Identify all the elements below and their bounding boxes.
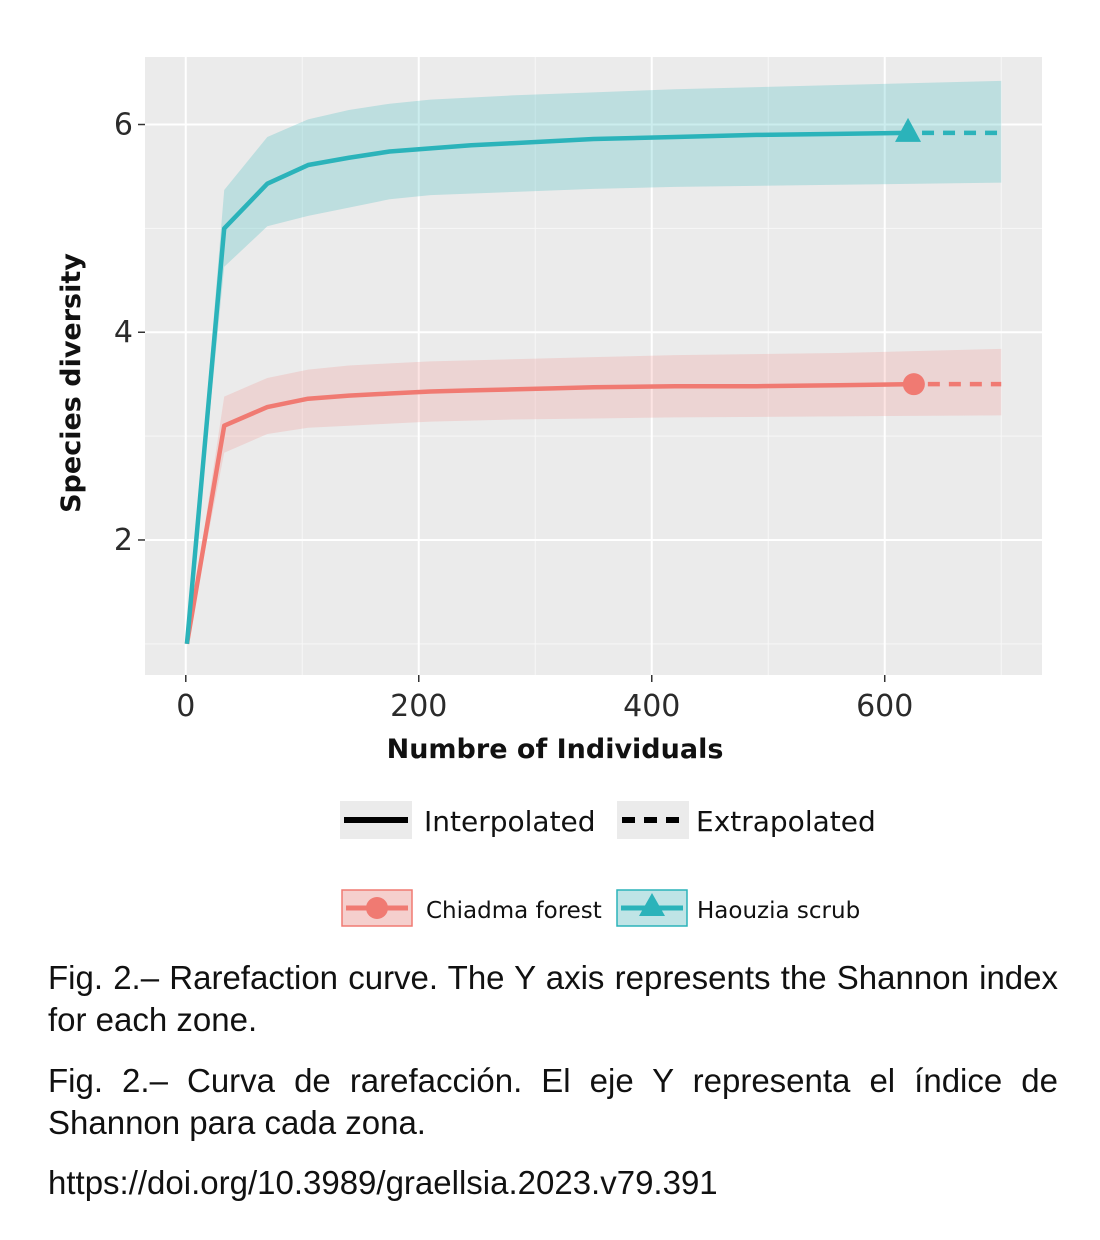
rarefaction-chart: 0 200 400 600 2 4 6 Numbre of Individuals Spe…	[56, 57, 1042, 927]
y-tick-label: 6	[114, 108, 133, 143]
haouzia-scrub-confidence-band	[186, 80, 1002, 644]
haouzia-scrub-observed-marker	[895, 117, 922, 142]
x-tick-label: 400	[623, 689, 680, 724]
figure-caption-spanish: Fig. 2.– Curva de rarefacción. El eje Y …	[48, 1062, 1058, 1141]
legend-label-haouzia: Haouzia scrub	[697, 898, 860, 924]
haouzia-scrub-interpolated-line	[184, 130, 909, 645]
x-axis-ticks: 0 200 400 600	[176, 675, 913, 724]
major-gridlines	[145, 57, 1042, 675]
x-tick-label: 200	[390, 689, 447, 724]
legend-chiadma-circle	[366, 897, 388, 919]
linetype-legend: Interpolated Extrapolated	[340, 801, 876, 839]
doi-link[interactable]: https://doi.org/10.3989/graellsia.2023.v…	[48, 1164, 718, 1201]
y-axis-ticks: 2 4 6	[114, 108, 145, 558]
y-tick-label: 2	[114, 523, 133, 558]
series-legend: Chiadma forest Haouzia scrub	[341, 889, 860, 927]
series-lines	[184, 130, 1002, 645]
plot-panel	[145, 57, 1042, 675]
chiadma-forest-observed-marker	[902, 373, 925, 396]
minor-gridlines	[145, 57, 1042, 675]
legend-label-extrapolated: Extrapolated	[696, 805, 876, 838]
observed-markers	[895, 117, 925, 396]
y-tick-label: 4	[114, 315, 133, 350]
figure-caption-english: Fig. 2.– Rarefaction curve. The Y axis r…	[48, 959, 1058, 1038]
chiadma-forest-confidence-band	[186, 348, 1002, 644]
y-axis-title: Species diversity	[56, 253, 87, 513]
legend-label-interpolated: Interpolated	[424, 805, 596, 838]
chiadma-forest-interpolated-line	[184, 381, 914, 645]
x-tick-label: 600	[856, 689, 913, 724]
confidence-ribbons	[186, 80, 1002, 644]
legend-haouzia-triangle	[639, 893, 665, 916]
x-axis-title: Numbre of Individuals	[387, 734, 724, 765]
legend-label-chiadma: Chiadma forest	[426, 898, 602, 924]
x-tick-label: 0	[176, 689, 195, 724]
